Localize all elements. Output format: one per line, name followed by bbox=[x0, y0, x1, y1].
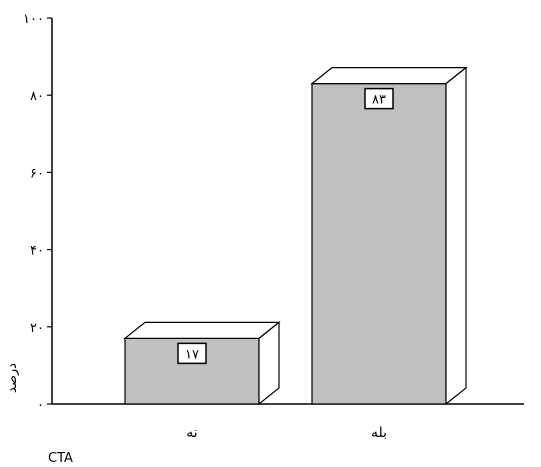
data-label-box bbox=[364, 87, 394, 110]
y-tick-label: ۴۰ bbox=[30, 244, 44, 259]
data-label-box bbox=[177, 342, 207, 365]
bar-side-face bbox=[445, 66, 467, 406]
y-tick-label: ۱۰۰ bbox=[23, 12, 44, 27]
category-label: بله bbox=[371, 425, 387, 441]
y-tick-label: ۲۰ bbox=[30, 321, 44, 336]
data-label: ۸۳ bbox=[372, 93, 386, 108]
bar-side-face bbox=[258, 321, 280, 406]
data-label: ۱۷ bbox=[185, 347, 199, 362]
y-tick-label: ۸۰ bbox=[30, 89, 44, 104]
bar-top-face bbox=[123, 321, 281, 339]
bars bbox=[123, 66, 468, 406]
category-label: نه bbox=[186, 425, 197, 441]
bar bbox=[311, 83, 447, 405]
x-axis-title: CTA bbox=[48, 451, 73, 466]
bar-top-face bbox=[310, 67, 468, 85]
y-axis-title: درصد bbox=[5, 363, 20, 393]
y-tick-label: ۶۰ bbox=[30, 166, 44, 181]
labels: ۰ ۲۰ ۴۰ ۶۰ ۸۰ ۱۰۰ ۱۷ نه ۸۳ بله درصد CTA bbox=[5, 12, 394, 466]
y-tick-label: ۰ bbox=[37, 398, 44, 413]
